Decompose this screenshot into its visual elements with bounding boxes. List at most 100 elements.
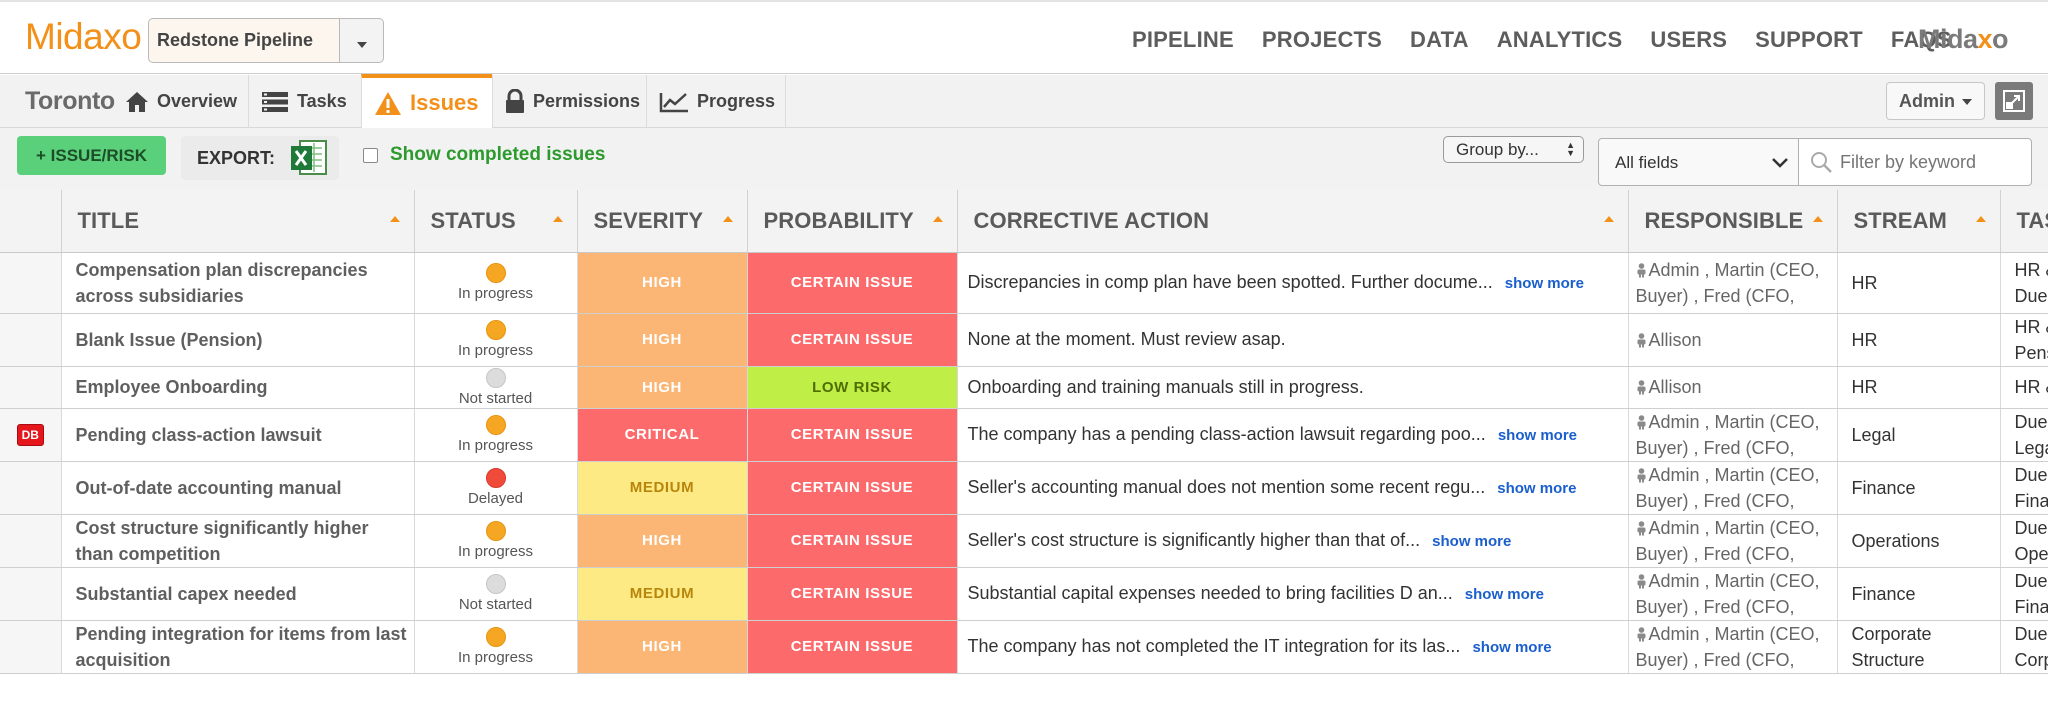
tab-issues[interactable]: Issues [361,74,492,128]
probability-badge[interactable]: CERTAIN ISSUE [747,313,958,367]
severity-badge[interactable]: HIGH [577,514,748,568]
sort-asc-icon[interactable] [552,216,563,222]
pipeline-select-toggle[interactable] [339,19,383,62]
table-row[interactable]: Compensation plan discrepancies across s… [0,252,2048,314]
task-cell: HR & R Pensic [2000,313,2048,367]
status-text: In progress [457,285,534,302]
issue-title[interactable]: Pending integration for items from last … [61,620,415,674]
status-cell[interactable]: Not started [414,366,578,409]
show-more-link[interactable]: show more [1464,586,1544,603]
column-header-probability[interactable]: PROBABILITY [747,190,958,253]
column-header-label: TASK [2016,207,2048,233]
expand-button[interactable] [1995,82,2033,120]
nav-support[interactable]: SUPPORT [1755,27,1863,52]
tab-overview[interactable]: Overview [113,75,241,128]
probability-badge[interactable]: CERTAIN ISSUE [747,514,958,568]
status-cell[interactable]: In progress [414,620,578,674]
export-button[interactable]: EXPORT: [181,136,339,180]
nav-users[interactable]: USERS [1650,27,1728,52]
probability-badge[interactable]: CERTAIN ISSUE [747,252,958,314]
probability-badge[interactable]: LOW RISK [747,366,958,409]
show-more-link[interactable]: show more [1504,275,1584,292]
corrective-action-text: Discrepancies in comp plan have been spo… [967,272,1493,292]
sort-asc-icon[interactable] [1603,216,1614,222]
severity-badge[interactable]: MEDIUM [577,567,748,621]
severity-badge[interactable]: HIGH [577,313,748,367]
table-row[interactable]: Substantial capex needed Not started MEDIU… [0,567,2048,621]
column-header-corrective-action[interactable]: CORRECTIVE ACTION [957,190,1629,253]
column-header-label: SEVERITY [593,207,704,233]
table-row[interactable]: Cost structure significantly higher than… [0,514,2048,568]
severity-badge[interactable]: HIGH [577,366,748,409]
sort-asc-icon[interactable] [932,216,943,222]
probability-badge[interactable]: CERTAIN ISSUE [747,620,958,674]
tab-tasks[interactable]: Tasks [248,75,360,128]
db-badge-icon[interactable]: DB [16,424,44,446]
column-header-severity[interactable]: SEVERITY [577,190,748,253]
sort-asc-icon[interactable] [1975,216,1986,222]
status-cell[interactable]: In progress [414,408,578,462]
status-cell[interactable]: In progress [414,514,578,568]
add-issue-button[interactable]: + ISSUE/RISK [17,136,166,175]
severity-badge[interactable]: CRITICAL [577,408,748,462]
issue-title[interactable]: Compensation plan discrepancies across s… [61,252,415,314]
issue-title[interactable]: Substantial capex needed [61,567,415,621]
brand-logo[interactable]: Midaxo [25,16,142,57]
status-cell[interactable]: Delayed [414,461,578,515]
status-cell[interactable]: In progress [414,252,578,314]
severity-badge[interactable]: HIGH [577,252,748,314]
issue-title[interactable]: Blank Issue (Pension) [61,313,415,367]
column-header-task[interactable]: TASK [2000,190,2048,253]
issue-title[interactable]: Cost structure significantly higher than… [61,514,415,568]
nav-faqs[interactable]: FAQS [1890,27,1952,52]
table-row[interactable]: Employee Onboarding Not started HIGH LOW RI… [0,366,2048,409]
nav-projects[interactable]: PROJECTS [1261,27,1383,52]
admin-menu-button[interactable]: Admin [1886,82,1985,120]
severity-badge[interactable]: HIGH [577,620,748,674]
table-row[interactable]: Blank Issue (Pension) In progress HIGH CERT… [0,313,2048,367]
issue-title[interactable]: Employee Onboarding [61,366,415,409]
show-more-link[interactable]: show more [1497,427,1577,444]
status-cell[interactable]: In progress [414,313,578,367]
row-flag-cell [0,252,62,314]
pipeline-select[interactable]: Redstone Pipeline [148,18,384,63]
probability-badge[interactable]: CERTAIN ISSUE [747,461,958,515]
column-header-responsible[interactable]: RESPONSIBLE [1628,190,1838,253]
status-text: Delayed [467,490,524,507]
status-cell[interactable]: Not started [414,567,578,621]
tab-permissions[interactable]: Permissions [492,75,646,128]
sort-asc-icon[interactable] [722,216,733,222]
probability-badge[interactable]: CERTAIN ISSUE [747,408,958,462]
show-more-link[interactable]: show more [1432,533,1512,550]
nav-analytics[interactable]: ANALYTICS [1496,27,1623,52]
tab-progress[interactable]: Progress [646,75,786,128]
filter-box[interactable] [1798,138,2032,186]
stream-cell: HR [1837,366,2001,409]
show-completed-toggle[interactable]: Show completed issues [363,144,605,166]
column-header-title[interactable]: TITLE [61,190,415,253]
column-header-status[interactable]: STATUS [414,190,578,253]
nav-data[interactable]: DATA [1410,27,1469,52]
table-row[interactable]: DB Pending class-action lawsuit In progres… [0,408,2048,462]
column-header-label: PROBABILITY [763,207,914,233]
show-more-link[interactable]: show more [1472,639,1552,656]
group-by-select[interactable]: Group by... ▲ ▼ [1443,136,1584,163]
show-completed-checkbox[interactable] [363,147,378,163]
column-header-stream[interactable]: STREAM [1837,190,2001,253]
table-row[interactable]: Out-of-date accounting manual Delayed MEDI… [0,461,2048,515]
issue-title[interactable]: Out-of-date accounting manual [61,461,415,515]
sort-asc-icon[interactable] [389,216,400,222]
filter-input[interactable] [1840,151,2020,173]
sort-asc-icon[interactable] [1812,216,1823,222]
brand-logo-right[interactable]: Midaxo [1918,24,2009,55]
severity-badge[interactable]: MEDIUM [577,461,748,515]
fields-select[interactable]: All fields [1598,138,1799,186]
excel-icon[interactable] [289,138,329,178]
person-icon [1637,573,1645,588]
nav-pipeline[interactable]: PIPELINE [1132,27,1234,52]
probability-badge[interactable]: CERTAIN ISSUE [747,567,958,621]
show-more-link[interactable]: show more [1497,480,1577,497]
issue-title[interactable]: Pending class-action lawsuit [61,408,415,462]
table-row[interactable]: Pending integration for items from last … [0,620,2048,674]
task-cell: Due Di Legal I [2000,408,2048,462]
